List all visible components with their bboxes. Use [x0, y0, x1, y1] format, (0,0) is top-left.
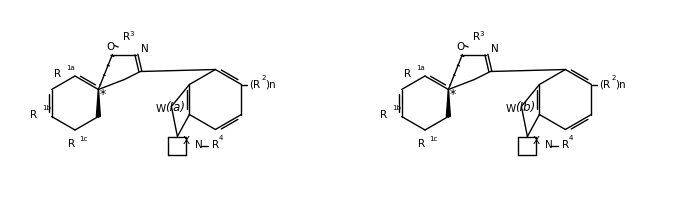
Text: R: R	[31, 109, 38, 119]
Text: (Ia): (Ia)	[165, 102, 185, 115]
Text: 1c: 1c	[79, 136, 88, 142]
Text: O: O	[456, 43, 465, 52]
Text: X: X	[533, 137, 540, 147]
Text: R: R	[381, 109, 388, 119]
Text: N: N	[195, 141, 203, 151]
Text: 1a: 1a	[66, 65, 75, 71]
Text: R: R	[404, 69, 411, 79]
Text: 3: 3	[130, 30, 134, 36]
Text: *: *	[449, 88, 456, 101]
Text: R: R	[419, 139, 426, 149]
Text: W: W	[156, 105, 167, 115]
Text: )n: )n	[615, 79, 626, 89]
Polygon shape	[447, 89, 450, 117]
Text: (R: (R	[249, 79, 260, 89]
Text: 1b: 1b	[393, 105, 402, 111]
Text: R: R	[473, 33, 480, 43]
Text: 2: 2	[261, 75, 266, 81]
Text: 2: 2	[611, 75, 616, 81]
Text: R: R	[123, 33, 130, 43]
Text: R: R	[54, 69, 61, 79]
Text: N: N	[491, 43, 498, 53]
Text: (R: (R	[599, 79, 610, 89]
Text: X: X	[183, 137, 190, 147]
Text: (Ib): (Ib)	[515, 102, 535, 115]
Text: R: R	[212, 141, 220, 151]
Text: 3: 3	[480, 30, 484, 36]
Text: R: R	[69, 139, 76, 149]
Text: N: N	[545, 141, 553, 151]
Text: 4: 4	[218, 135, 223, 141]
Text: 1a: 1a	[416, 65, 425, 71]
Polygon shape	[97, 89, 100, 117]
Text: O: O	[106, 43, 115, 52]
Text: 1c: 1c	[429, 136, 438, 142]
Text: 4: 4	[568, 135, 573, 141]
Text: 1b: 1b	[43, 105, 52, 111]
Text: N: N	[141, 43, 148, 53]
Text: *: *	[99, 88, 106, 101]
Text: R: R	[562, 141, 570, 151]
Text: )n: )n	[265, 79, 276, 89]
Text: W: W	[506, 105, 517, 115]
